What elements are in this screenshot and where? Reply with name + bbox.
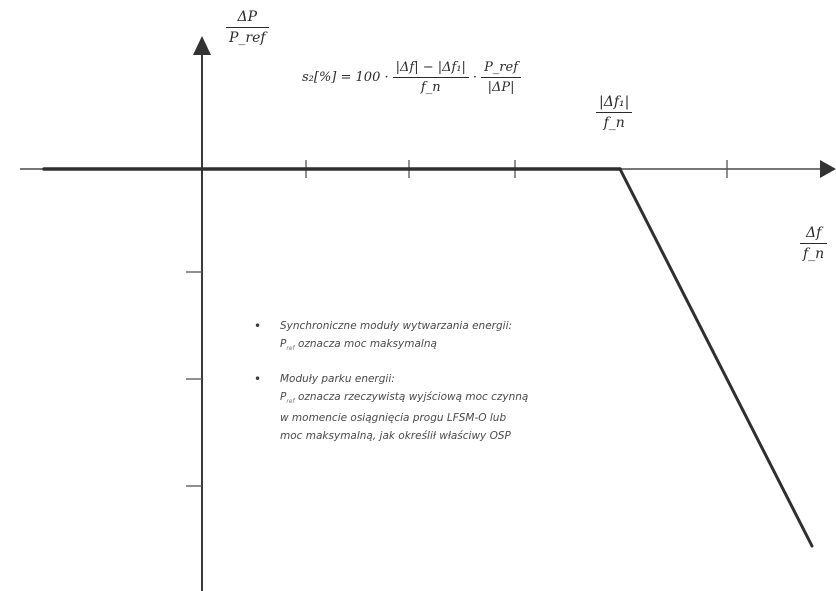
note-text: oznacza moc maksymalną xyxy=(297,337,437,350)
formula-fraction-2-numerator: P_ref xyxy=(484,60,519,75)
x-axis-label-denominator: f_n xyxy=(803,245,825,262)
formula-fraction-1-numerator: |Δf| − |Δf₁| xyxy=(395,60,466,75)
fraction-bar xyxy=(800,242,828,244)
note-body: Pref oznacza moc maksymalną xyxy=(280,336,674,358)
fraction-bar xyxy=(226,26,269,28)
droop-formula: s₂[%] = 100 · |Δf| − |Δf₁| f_n · P_ref |… xyxy=(302,60,522,95)
droop-line xyxy=(618,167,814,548)
bullet-icon: • xyxy=(254,372,262,387)
formula-lhs: s₂[%] = 100 · xyxy=(302,70,389,86)
note-body-line-2: w momencie osiągnięcia progu LFSM-O lub xyxy=(280,412,507,425)
pref-symbol: P xyxy=(280,390,287,403)
note-body-line-3: moc maksymalną, jak określił właściwy OS… xyxy=(280,429,511,442)
pref-symbol: P xyxy=(280,337,287,350)
note-title: Synchroniczne moduły wytwarzania energii… xyxy=(280,320,513,332)
x-axis-label-numerator: Δf xyxy=(805,225,822,241)
x-axis-label: Δf f_n xyxy=(800,225,828,262)
note-body-line-1: Pref oznacza rzeczywistą wyjściową moc c… xyxy=(280,389,674,411)
formula-fraction-1-denominator: f_n xyxy=(420,79,441,95)
threshold-label-numerator: |Δf₁| xyxy=(599,94,630,110)
x-axis-arrowhead xyxy=(820,160,836,178)
threshold-label: |Δf₁| f_n xyxy=(596,94,633,131)
y-axis-label-numerator: ΔP xyxy=(237,9,258,25)
note-text: oznacza rzeczywistą wyjściową moc czynną xyxy=(297,390,529,403)
formula-fraction-2: P_ref |ΔP| xyxy=(481,60,522,95)
formula-fraction-1: |Δf| − |Δf₁| f_n xyxy=(392,60,469,95)
y-axis-label: ΔP P_ref xyxy=(226,10,269,46)
fraction-bar xyxy=(481,76,522,78)
formula-fraction-2-denominator: |ΔP| xyxy=(487,79,515,95)
y-axis-label-denominator: P_ref xyxy=(229,29,266,46)
fraction-bar xyxy=(392,76,469,78)
y-axis-ticks xyxy=(186,271,202,487)
pref-subscript: ref xyxy=(286,397,295,405)
notes-list: • Synchroniczne moduły wytwarzania energ… xyxy=(254,318,674,459)
list-item: • Moduły parku energii: Pref oznacza rze… xyxy=(254,371,674,445)
list-item: • Synchroniczne moduły wytwarzania energ… xyxy=(254,318,674,357)
threshold-label-denominator: f_n xyxy=(603,114,625,131)
fraction-bar xyxy=(596,111,633,113)
bullet-icon: • xyxy=(254,319,262,333)
formula-multiply-dot: · xyxy=(472,70,478,86)
y-axis-arrowhead xyxy=(193,36,211,55)
note-title: Moduły parku energii: xyxy=(280,373,395,386)
pref-subscript: ref xyxy=(286,344,295,352)
